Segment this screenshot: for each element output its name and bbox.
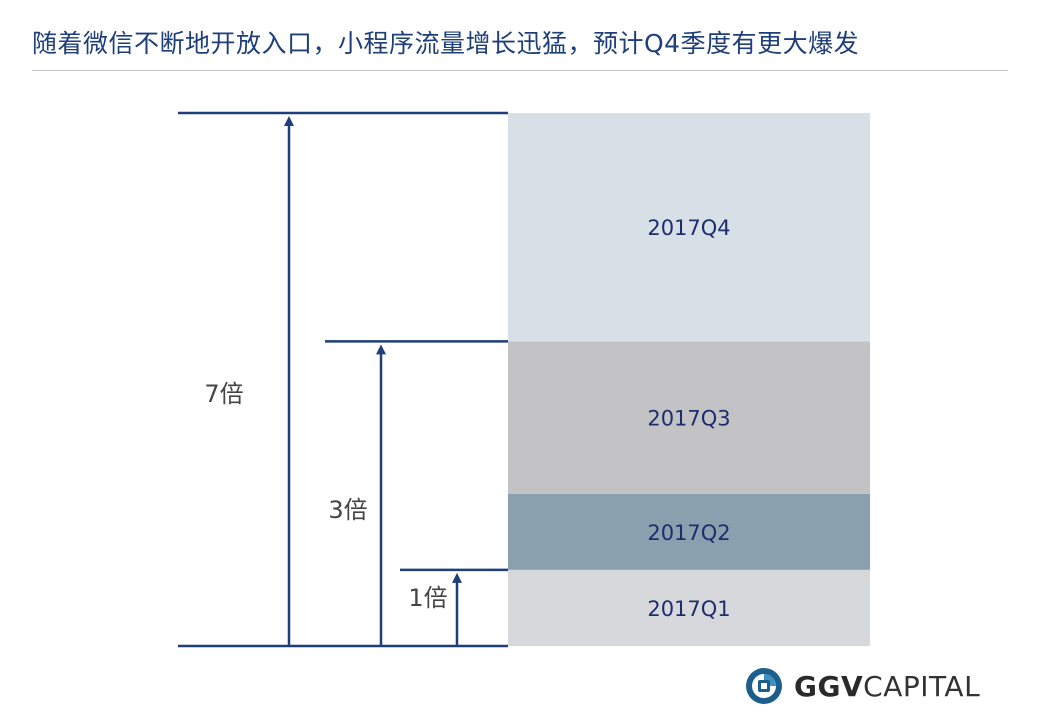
multiplier-label-3x: 3倍 bbox=[328, 496, 367, 524]
logo-light-text: CAPITAL bbox=[863, 669, 981, 703]
title-divider bbox=[32, 70, 1008, 71]
ggv-logo-icon bbox=[746, 668, 782, 704]
page-title: 随着微信不断地开放入口，小程序流量增长迅猛，预计Q4季度有更大爆发 bbox=[32, 29, 860, 58]
bar-2017Q3 bbox=[508, 341, 870, 494]
multiplier-label-1x: 1倍 bbox=[408, 584, 447, 612]
logo-wordmark: GGVCAPITAL bbox=[794, 670, 980, 703]
bar-2017Q4 bbox=[508, 113, 870, 342]
bar-label-2017Q3: 2017Q3 bbox=[647, 407, 730, 431]
bar-label-2017Q4: 2017Q4 bbox=[647, 216, 730, 240]
bar-label-2017Q2: 2017Q2 bbox=[647, 521, 730, 545]
logo-bold-text: GGV bbox=[794, 669, 864, 703]
multiplier-label-7x: 7倍 bbox=[204, 380, 243, 408]
bar-2017Q2 bbox=[508, 493, 870, 570]
bar-2017Q1 bbox=[508, 569, 870, 646]
bar-label-2017Q1: 2017Q1 bbox=[647, 597, 730, 621]
ggv-capital-logo: GGVCAPITAL bbox=[744, 664, 980, 708]
